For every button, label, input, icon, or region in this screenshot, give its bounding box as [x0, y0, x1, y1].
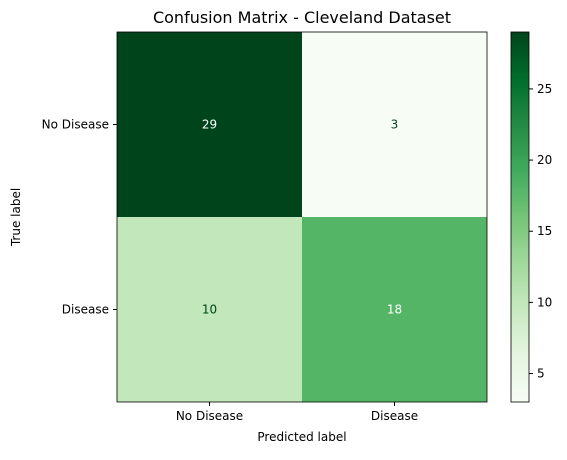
x-tick-label: No Disease: [176, 409, 243, 423]
colorbar-ticks: 5 10 15 20 25: [529, 82, 552, 381]
plot-frame: [116, 31, 488, 403]
y-tick-label: Disease: [62, 303, 109, 317]
cell-value-label: 3: [391, 118, 399, 132]
y-axis-ticks: No Disease Disease: [42, 118, 117, 317]
colorbar-tick-label: 10: [537, 295, 552, 309]
cell-value-label: 29: [202, 118, 217, 132]
cell-value-label: 10: [202, 303, 217, 317]
y-axis-label: True label: [9, 188, 23, 247]
x-tick-label: Disease: [371, 409, 418, 423]
colorbar-tick-label: 20: [537, 153, 552, 167]
matrix-cell-0-0: [117, 32, 302, 217]
x-axis-label: Predicted label: [257, 430, 346, 444]
colorbar: [510, 31, 530, 403]
matrix-cell-labels: 29 3 10 18: [202, 118, 402, 317]
colorbar-tick-label: 5: [537, 367, 545, 381]
y-tick-label: No Disease: [42, 118, 109, 132]
x-axis-ticks: No Disease Disease: [176, 402, 418, 423]
matrix-cell-0-1: [302, 32, 487, 217]
matrix-cells: [117, 32, 487, 402]
matrix-cell-1-0: [117, 217, 302, 402]
cell-value-label: 18: [387, 303, 402, 317]
matrix-cell-1-1: [302, 217, 487, 402]
chart-title: Confusion Matrix - Cleveland Dataset: [153, 8, 451, 27]
colorbar-tick-label: 25: [537, 82, 552, 96]
colorbar-tick-label: 15: [537, 224, 552, 238]
